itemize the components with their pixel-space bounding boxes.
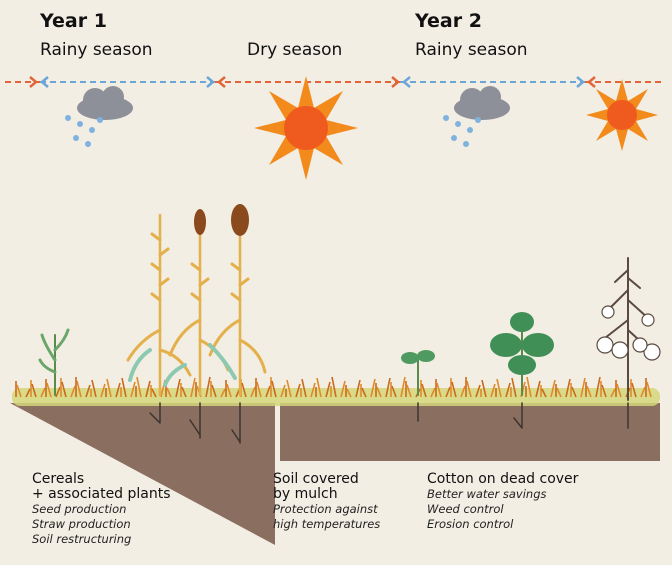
caption-note: Protection against [273,502,380,517]
caption-note: Weed control [427,502,578,517]
rain-cloud [65,86,133,147]
caption-note: Erosion control [427,517,578,532]
caption-line: + associated plants [32,487,171,502]
caption-note: high temperatures [273,517,380,532]
year-label: Year 2 [415,10,482,32]
caption-note: Better water savings [427,487,578,502]
caption-line: Cotton on dead cover [427,472,578,487]
season-label: Dry season [247,40,342,60]
caption-note: Straw production [32,517,171,532]
season-label: Rainy season [415,40,528,60]
caption-note: Soil restructuring [32,532,171,547]
season-label: Rainy season [40,40,153,60]
sun [254,76,358,180]
caption-line: by mulch [273,487,380,502]
soil [280,403,660,461]
rain-cloud [443,86,510,147]
year-label: Year 1 [40,10,107,32]
caption-note: Seed production [32,502,171,517]
caption-line: Cereals [32,472,171,487]
sun [586,79,658,151]
caption-line: Soil covered [273,472,380,487]
diagram: Year 1 Rainy season Dry season Year 2 Ra… [0,0,672,565]
